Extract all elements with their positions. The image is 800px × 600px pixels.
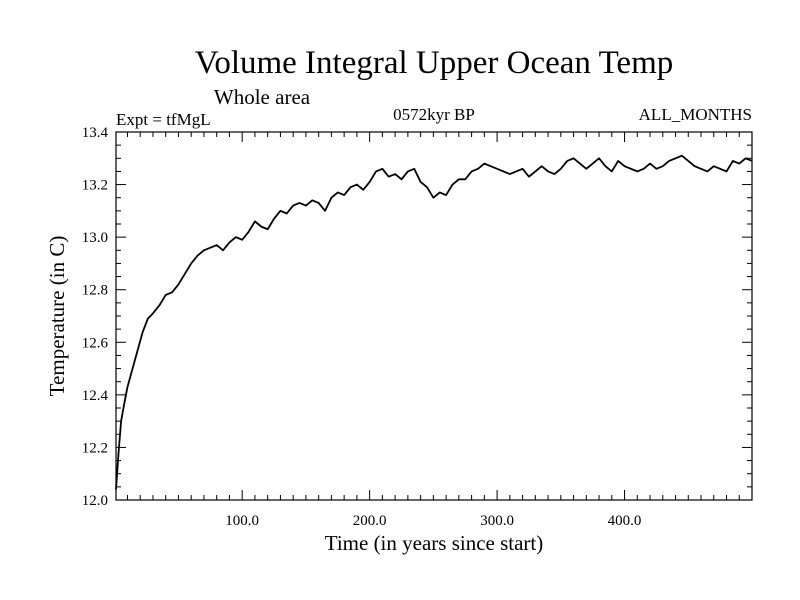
x-tick-label: 100.0 <box>225 513 259 529</box>
axis-ticks <box>116 131 752 501</box>
chart-subtitle: Whole area <box>214 85 311 109</box>
months-note: ALL_MONTHS <box>639 105 752 124</box>
y-tick-label: 12.6 <box>82 335 109 351</box>
tick-labels: 100.0 200.0 300.0 400.0 12.0 12.2 12.4 12.6 12.8… <box>82 125 642 529</box>
y-tick-label: 12.8 <box>82 283 108 299</box>
y-tick-label: 13.4 <box>82 125 109 141</box>
period-note: 0572kyr BP <box>393 105 475 124</box>
y-tick-label: 12.0 <box>82 493 108 509</box>
y-tick-label: 12.2 <box>82 440 108 456</box>
x-axis-label: Time (in years since start) <box>325 531 544 555</box>
y-tick-label: 13.0 <box>82 230 108 246</box>
x-tick-label: 300.0 <box>480 513 514 529</box>
series-line <box>115 154 753 490</box>
y-tick-label: 13.2 <box>82 178 108 194</box>
chart-title: Volume Integral Upper Ocean Temp <box>195 45 673 81</box>
plot-frame <box>115 131 753 501</box>
y-tick-label: 12.4 <box>82 388 109 404</box>
experiment-note: Expt = tfMgL <box>116 110 211 129</box>
y-axis-label: Temperature (in C) <box>45 236 69 397</box>
x-tick-label: 200.0 <box>353 513 387 529</box>
x-tick-label: 400.0 <box>608 513 642 529</box>
